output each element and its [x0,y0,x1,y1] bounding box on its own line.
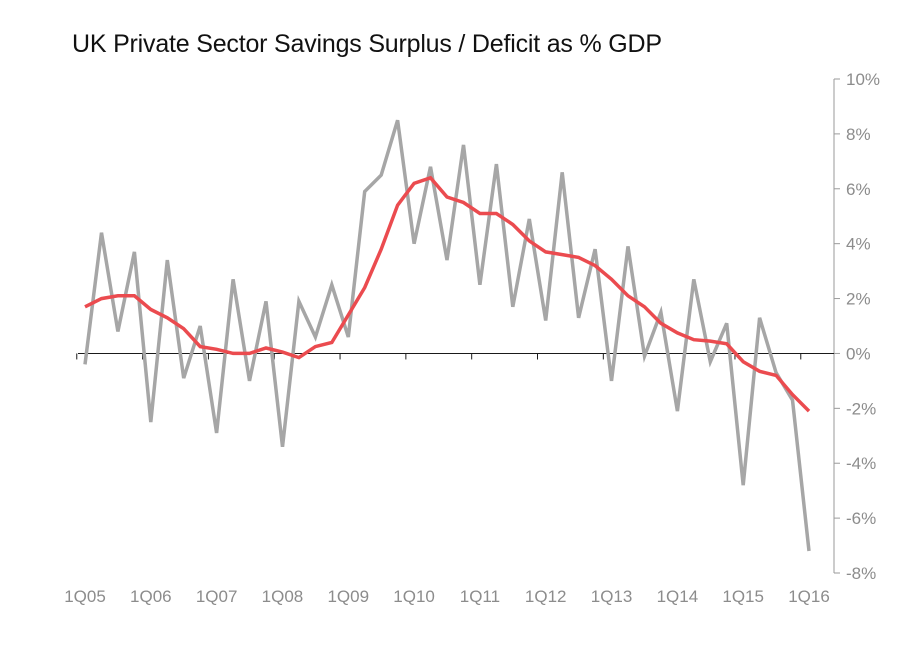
x-tick-label: 1Q05 [64,587,106,606]
y-tick-label: 8% [846,125,871,144]
x-tick-label: 1Q10 [393,587,435,606]
x-tick-label: 1Q08 [262,587,304,606]
x-tick-label: 1Q12 [525,587,567,606]
y-tick-label: -4% [846,454,876,473]
x-tick-label: 1Q13 [591,587,633,606]
x-tick-label: 1Q15 [722,587,764,606]
y-tick-label: 0% [846,344,871,363]
series-layer [83,119,811,552]
y-tick-label: -2% [846,399,876,418]
x-tick-label: 1Q14 [657,587,699,606]
tick-labels-layer: 10% 8% 6% 4% 2% 0% -2% -4% -6% -8% 1Q05 1Q06 1Q07 1Q0… [64,70,880,606]
y-tick-label: 2% [846,290,871,309]
series-line-2 [84,175,811,413]
x-tick-label: 1Q11 [460,587,500,606]
series-line-1 [83,119,811,552]
chart-title: UK Private Sector Savings Surplus / Defi… [72,30,662,58]
x-tick-label: 1Q07 [196,587,238,606]
y-tick-label: 4% [846,235,871,254]
y-tick-label: 10% [846,70,880,89]
y-tick-label: 6% [846,180,871,199]
x-tick-label: 1Q09 [327,587,369,606]
x-tick-label: 1Q16 [788,587,830,606]
y-tick-label: -6% [846,509,876,528]
x-tick-label: 1Q06 [130,587,172,606]
y-tick-label: -8% [846,564,876,583]
